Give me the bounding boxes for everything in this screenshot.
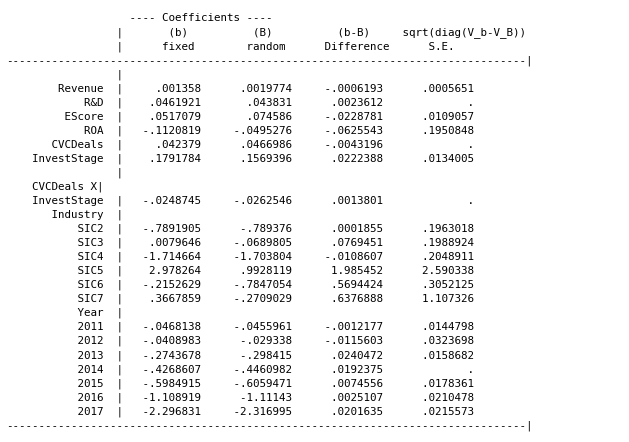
Text: 2016  |   -1.108919      -1.11143      .0025107      .0210478: 2016 | -1.108919 -1.11143 .0025107 .0210… — [6, 392, 526, 403]
Text: R&D  |    .0461921       .043831      .0023612             .: R&D | .0461921 .043831 .0023612 . — [6, 97, 526, 108]
Text: |       (b)          (B)          (b-B)     sqrt(diag(V_b-V_B)): | (b) (B) (b-B) sqrt(diag(V_b-V_B)) — [6, 27, 526, 38]
Text: SIC2  |   -.7891905      -.789376      .0001855      .1963018: SIC2 | -.7891905 -.789376 .0001855 .1963… — [6, 224, 526, 234]
Text: Industry  |: Industry | — [6, 210, 533, 220]
Text: SIC7  |    .3667859     -.2709029      .6376888      1.107326: SIC7 | .3667859 -.2709029 .6376888 1.107… — [6, 294, 526, 305]
Text: Revenue  |     .001358      .0019774     -.0006193      .0005651: Revenue | .001358 .0019774 -.0006193 .00… — [6, 84, 526, 94]
Text: 2017  |   -2.296831     -2.316995      .0201635      .0215573: 2017 | -2.296831 -2.316995 .0201635 .021… — [6, 406, 526, 417]
Text: SIC4  |   -1.714664     -1.703804     -.0108607      .2048911: SIC4 | -1.714664 -1.703804 -.0108607 .20… — [6, 252, 526, 262]
Text: CVCDeals X|: CVCDeals X| — [6, 182, 533, 192]
Text: 2012  |   -.0408983      -.029338     -.0115603      .0323698: 2012 | -.0408983 -.029338 -.0115603 .032… — [6, 336, 526, 347]
Text: ---- Coefficients ----: ---- Coefficients ---- — [6, 13, 468, 23]
Text: SIC3  |    .0079646     -.0689805      .0769451      .1988924: SIC3 | .0079646 -.0689805 .0769451 .1988… — [6, 238, 526, 248]
Text: |: | — [6, 69, 533, 80]
Text: InvestStage  |   -.0248745     -.0262546      .0013801             .: InvestStage | -.0248745 -.0262546 .00138… — [6, 196, 526, 206]
Text: SIC6  |   -.2152629     -.7847054      .5694424      .3052125: SIC6 | -.2152629 -.7847054 .5694424 .305… — [6, 280, 526, 290]
Text: --------------------------------------------------------------------------------: ----------------------------------------… — [6, 55, 533, 66]
Text: --------------------------------------------------------------------------------: ----------------------------------------… — [6, 420, 533, 431]
Text: 2015  |   -.5984915     -.6059471      .0074556      .0178361: 2015 | -.5984915 -.6059471 .0074556 .017… — [6, 378, 526, 389]
Text: EScore  |    .0517079       .074586     -.0228781      .0109057: EScore | .0517079 .074586 -.0228781 .010… — [6, 111, 526, 122]
Text: InvestStage  |    .1791784      .1569396      .0222388      .0134005: InvestStage | .1791784 .1569396 .0222388… — [6, 153, 526, 164]
Text: SIC5  |    2.978264      .9928119      1.985452      2.590338: SIC5 | 2.978264 .9928119 1.985452 2.5903… — [6, 266, 526, 276]
Text: 2014  |   -.4268607     -.4460982      .0192375             .: 2014 | -.4268607 -.4460982 .0192375 . — [6, 364, 526, 374]
Text: CVCDeals  |     .042379      .0466986     -.0043196             .: CVCDeals | .042379 .0466986 -.0043196 . — [6, 140, 526, 150]
Text: 2011  |   -.0468138     -.0455961     -.0012177      .0144798: 2011 | -.0468138 -.0455961 -.0012177 .01… — [6, 322, 526, 332]
Text: |      fixed        random      Difference      S.E.: | fixed random Difference S.E. — [6, 41, 526, 52]
Text: |: | — [6, 168, 533, 178]
Text: ROA  |   -.1120819     -.0495276     -.0625543      .1950848: ROA | -.1120819 -.0495276 -.0625543 .195… — [6, 126, 526, 136]
Text: 2013  |   -.2743678      -.298415      .0240472      .0158682: 2013 | -.2743678 -.298415 .0240472 .0158… — [6, 350, 526, 361]
Text: Year  |: Year | — [6, 308, 533, 318]
